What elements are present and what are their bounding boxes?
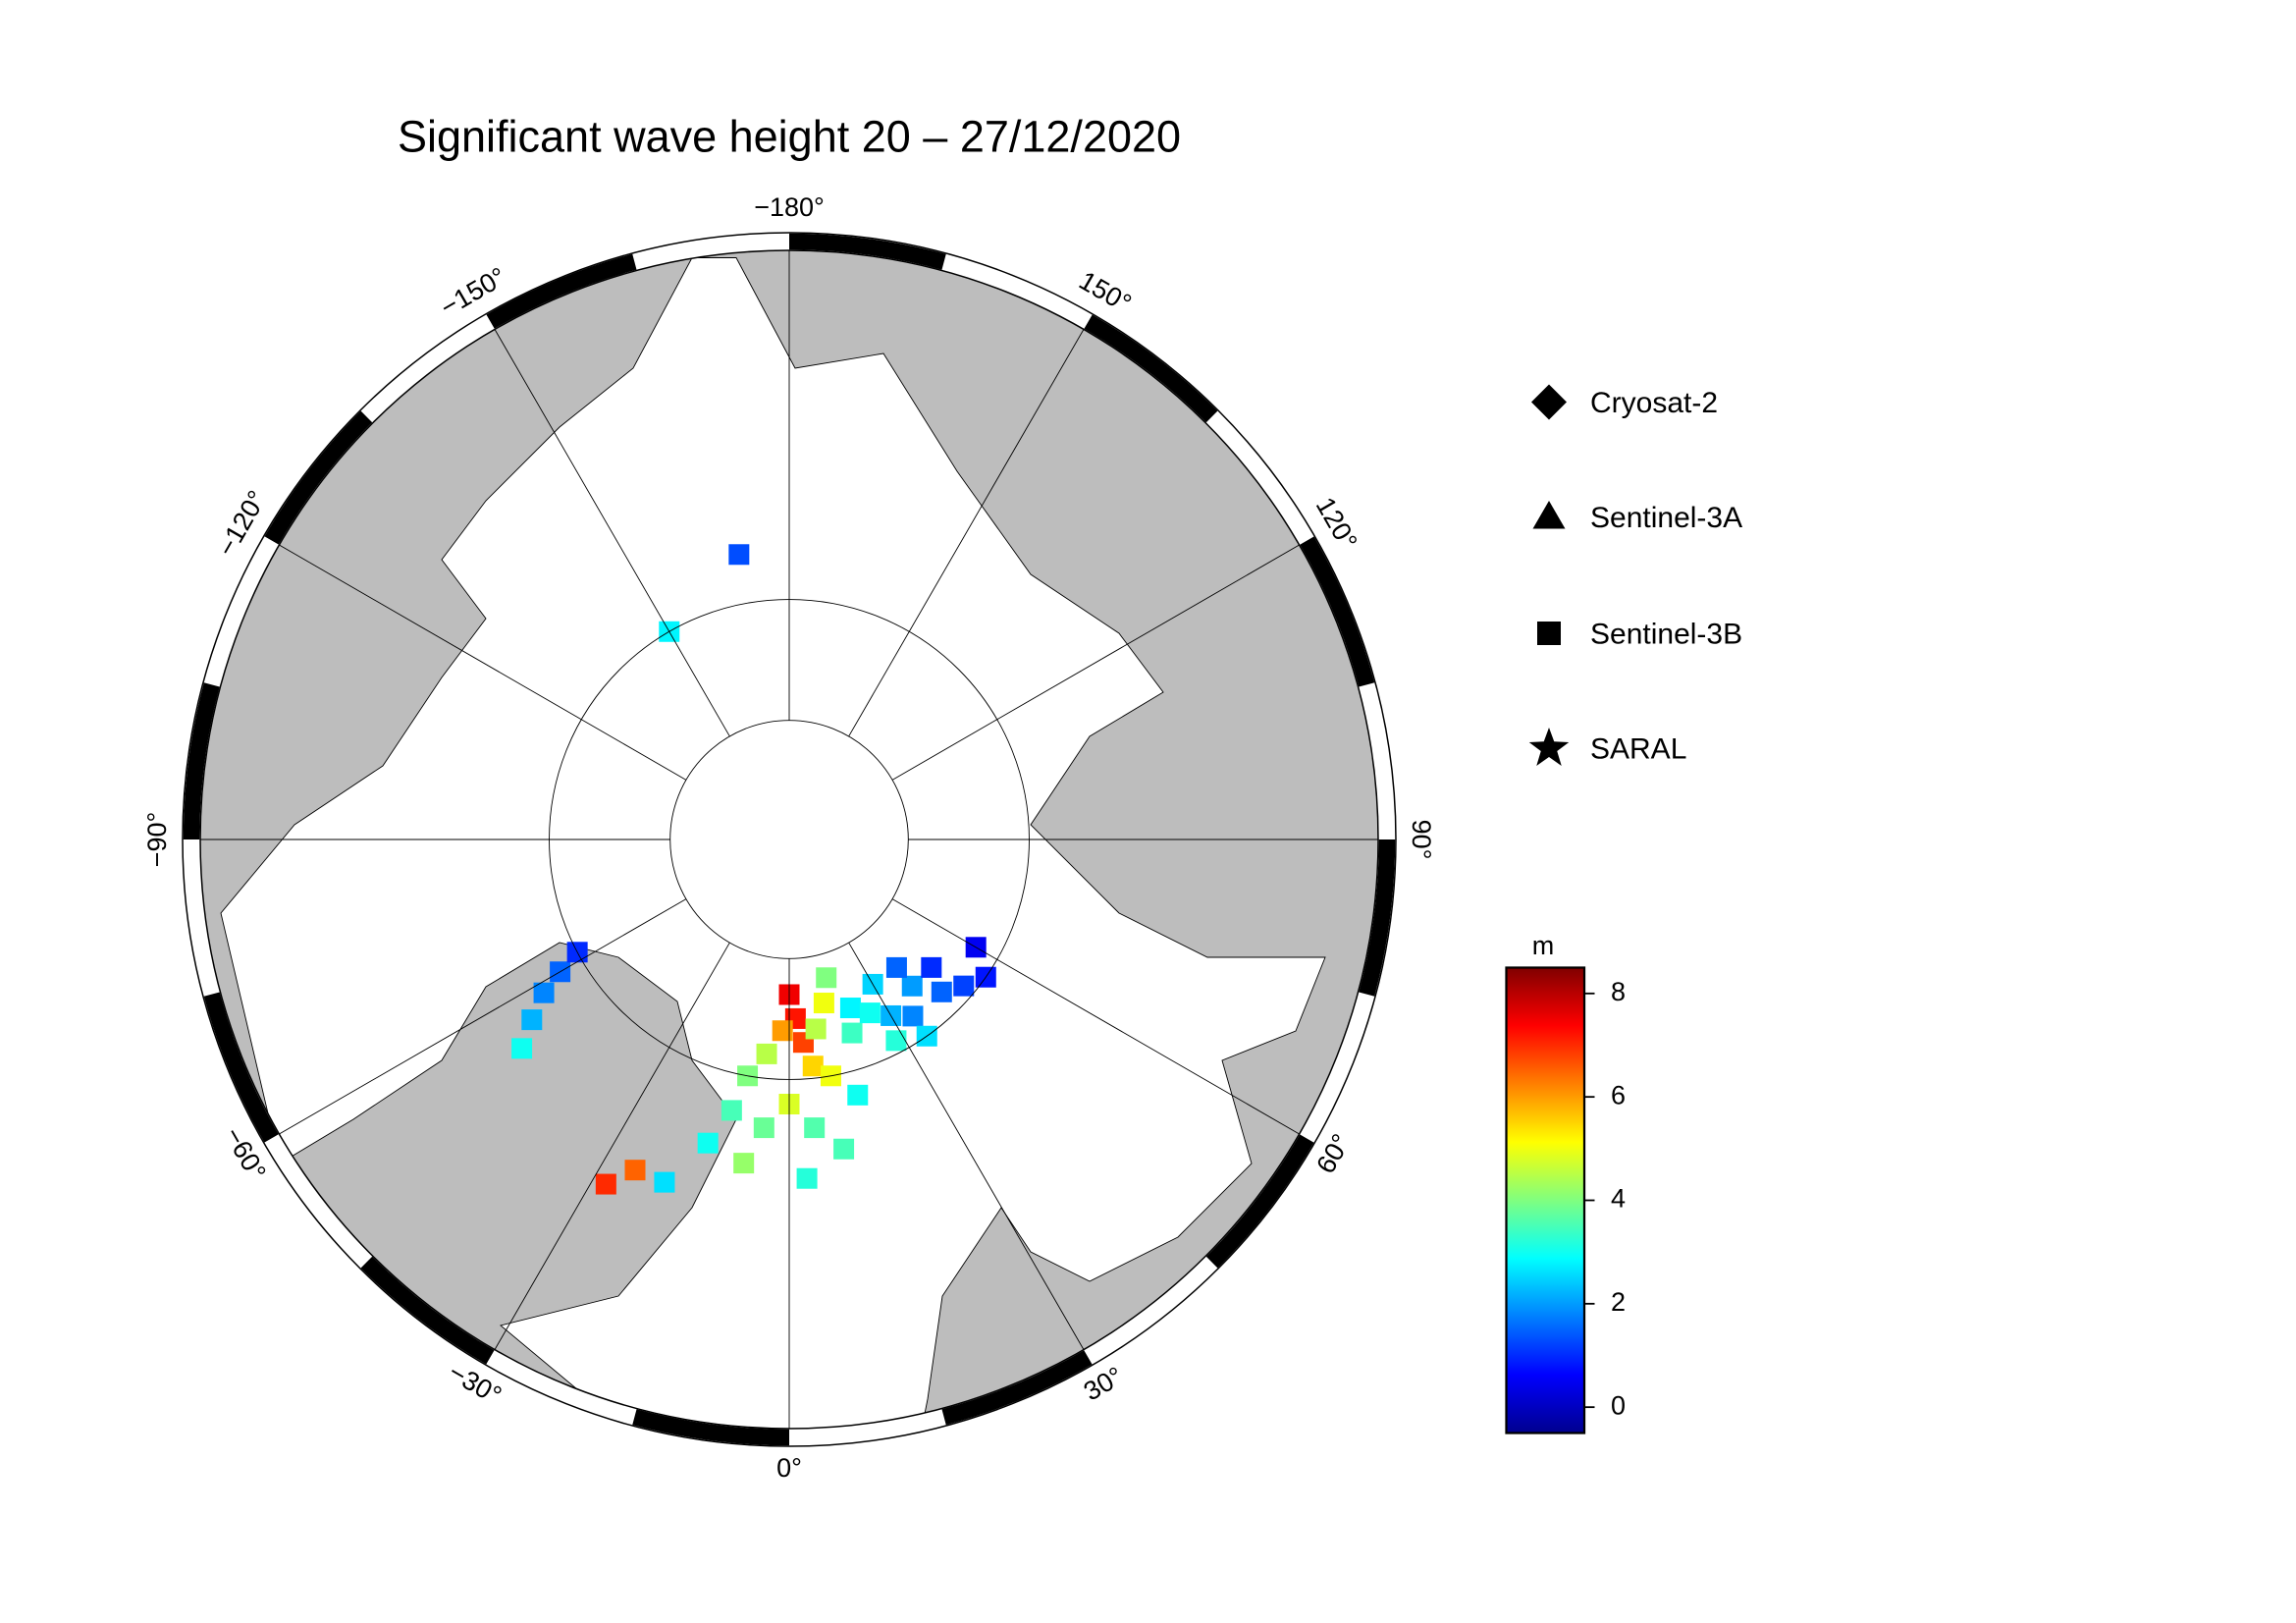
frame-segment <box>632 1409 790 1446</box>
legend-label: Cryosat-2 <box>1590 387 1718 419</box>
observation <box>885 956 907 978</box>
colorbar-tick-label: 4 <box>1611 1184 1626 1214</box>
observation <box>859 1002 881 1024</box>
meridian <box>848 329 1085 737</box>
meridian <box>279 544 687 781</box>
frame-segment <box>1205 1134 1314 1269</box>
observation <box>813 993 834 1014</box>
colorbar-label: m <box>1532 931 1555 960</box>
frame-segment <box>360 314 495 423</box>
colorbar-scale <box>1505 966 1586 1434</box>
observation <box>772 1020 793 1042</box>
observation <box>804 1117 826 1139</box>
colorbar-tick-label: 8 <box>1611 977 1626 1006</box>
frame-segment <box>941 253 1093 329</box>
legend-star <box>1528 728 1570 766</box>
lon-label: 90° <box>1407 820 1436 860</box>
frame-segment <box>941 1350 1093 1426</box>
observation <box>533 982 555 1003</box>
frame-segment <box>1359 682 1396 840</box>
legend: Cryosat-2 Sentinel-3A Sentinel-3B SARAL <box>1528 384 1742 766</box>
legend-label: Sentinel-3A <box>1590 502 1742 534</box>
frame-outer <box>182 232 1397 1447</box>
observation <box>697 1132 719 1154</box>
observation <box>721 1100 742 1121</box>
observation <box>728 544 750 566</box>
legend-triangle <box>1532 501 1566 529</box>
legend-square <box>1537 622 1562 645</box>
frame-segment <box>203 536 279 687</box>
frame-segment <box>789 233 946 270</box>
meridian <box>494 329 730 737</box>
observation <box>753 1117 774 1139</box>
observation <box>733 1153 755 1174</box>
frame-segment <box>183 839 220 997</box>
meridian <box>494 942 730 1350</box>
frame-segment <box>264 410 373 545</box>
legend-label: SARAL <box>1590 733 1686 766</box>
observation <box>841 1022 863 1044</box>
title: Significant wave height 20 – 27/12/2020 <box>398 112 1181 162</box>
legend-label: Sentinel-3B <box>1590 619 1742 651</box>
frame-segment <box>486 253 637 329</box>
colorbar: m 0 2 4 6 8 <box>1505 931 1626 1434</box>
colorbar-tick-label: 2 <box>1611 1287 1626 1317</box>
frame-segment <box>264 1134 373 1269</box>
observation <box>902 1005 924 1027</box>
meridian <box>279 898 687 1135</box>
lon-label: 0° <box>776 1453 802 1483</box>
observation <box>931 981 952 1002</box>
graticule <box>200 250 1379 1429</box>
frame-segment <box>486 1350 637 1426</box>
frame-segment <box>1359 839 1396 997</box>
frame <box>182 232 1397 1447</box>
meridian <box>891 898 1300 1135</box>
colorbar-tick-label: 6 <box>1611 1080 1626 1109</box>
colorbar-tick-label: 0 <box>1611 1390 1626 1420</box>
observation <box>802 1055 824 1077</box>
frame-segment <box>183 682 220 840</box>
frame-segment <box>632 233 790 270</box>
observation <box>624 1160 646 1181</box>
observation <box>595 1173 616 1195</box>
observation <box>885 1030 907 1052</box>
lon-label: −180° <box>754 192 825 222</box>
observation <box>521 1009 543 1031</box>
frame-segment <box>203 992 279 1143</box>
frame-segment <box>1300 536 1375 687</box>
legend-diamond <box>1531 384 1568 420</box>
meridian <box>891 544 1300 781</box>
frame-segment <box>1084 1256 1218 1365</box>
observation <box>511 1038 533 1059</box>
lon-label: −90° <box>142 812 172 868</box>
frame-segment <box>1205 410 1314 545</box>
frame-inner <box>199 249 1379 1430</box>
observation <box>833 1138 855 1160</box>
observation <box>901 975 923 997</box>
observation <box>847 1084 869 1106</box>
observation <box>953 975 975 997</box>
observation <box>805 1018 827 1040</box>
observation <box>921 956 942 978</box>
frame-segment <box>789 1409 946 1446</box>
observation <box>839 998 861 1019</box>
observation <box>756 1043 777 1064</box>
observation <box>654 1171 675 1193</box>
frame-segment <box>1084 314 1218 423</box>
observation <box>816 967 837 989</box>
observation <box>796 1167 818 1189</box>
meridian <box>848 942 1085 1350</box>
frame-segment <box>360 1256 495 1365</box>
frame-segment <box>1300 992 1375 1143</box>
